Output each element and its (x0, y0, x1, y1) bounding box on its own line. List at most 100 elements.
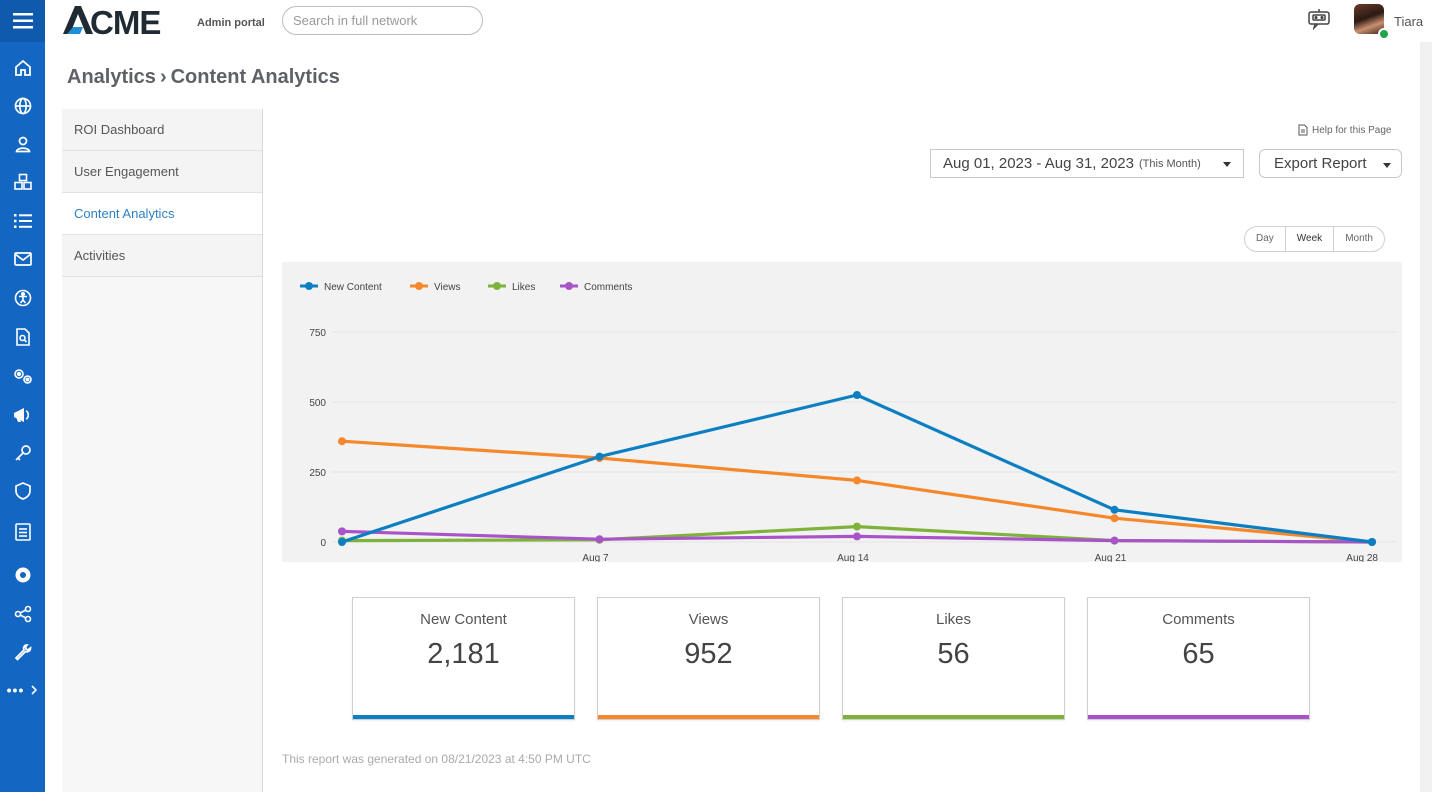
mail-icon[interactable] (0, 241, 45, 277)
wrench-icon[interactable] (0, 634, 45, 670)
y-tick-label: 750 (309, 328, 326, 339)
list-icon[interactable] (0, 203, 45, 239)
gear-badge-icon[interactable] (0, 557, 45, 593)
legend-marker (305, 282, 313, 290)
share-icon[interactable] (0, 596, 45, 632)
summary-label: Comments (1162, 611, 1235, 628)
date-range-value: Aug 01, 2023 - Aug 31, 2023 (943, 155, 1134, 172)
summary-label: Likes (935, 611, 972, 628)
summary-value: 952 (684, 638, 733, 670)
subnav-item-user-engagement[interactable]: User Engagement (62, 151, 262, 193)
granularity-week[interactable]: Week (1286, 227, 1335, 251)
x-tick-label: Aug 28 (1346, 553, 1378, 562)
x-tick-label: Aug 21 (1095, 553, 1127, 562)
summary-value: 2,181 (427, 638, 500, 670)
x-tick-label: Aug 7 (582, 553, 609, 562)
summary-color-bar (1088, 715, 1309, 719)
home-icon[interactable] (0, 50, 45, 86)
data-point (595, 535, 604, 544)
breadcrumb-parent[interactable]: Analytics (67, 66, 156, 88)
key-icon[interactable] (0, 435, 45, 471)
export-report-label: Export Report (1274, 155, 1367, 172)
legend-marker (565, 282, 573, 290)
summary-label: Views (688, 611, 729, 628)
chatbot-icon[interactable] (1306, 8, 1332, 30)
summary-value: 65 (1182, 638, 1215, 670)
globe-icon[interactable] (0, 88, 45, 124)
summary-card-views: Views 952 (597, 597, 820, 720)
spreadsheet-icon[interactable] (0, 514, 45, 550)
page-gutter (1420, 42, 1432, 792)
series-line-new-content (341, 393, 1373, 544)
summary-card-new-content: New Content 2,181 (352, 597, 575, 720)
more-icon[interactable]: ••• (0, 672, 45, 708)
gears-icon[interactable] (0, 358, 45, 394)
date-range-sub: (This Month) (1139, 157, 1201, 170)
search-input[interactable] (282, 6, 483, 35)
cubes-icon[interactable] (0, 164, 45, 200)
summary-label: New Content (420, 611, 507, 628)
summary-color-bar (843, 715, 1064, 719)
breadcrumb: Analytics › Content Analytics (67, 66, 340, 89)
report-generated-note: This report was generated on 08/21/2023 … (282, 752, 591, 766)
summary-card-likes: Likes 56 (842, 597, 1065, 720)
summary-value: 56 (937, 638, 970, 670)
user-name[interactable]: Tiara (1394, 14, 1424, 29)
help-label: Help for this Page (1312, 124, 1392, 136)
megaphone-icon[interactable] (0, 397, 45, 433)
avatar[interactable] (1354, 4, 1390, 40)
user-icon[interactable] (0, 126, 45, 162)
data-point (1368, 538, 1376, 546)
legend-marker (415, 282, 423, 290)
top-header: CME Admin portal Tiara (45, 0, 1432, 42)
x-tick-label: Aug 14 (837, 553, 869, 562)
data-point (1110, 514, 1119, 523)
subnav-item-content-analytics[interactable]: Content Analytics (62, 193, 262, 235)
left-nav-rail: ••• (0, 0, 45, 792)
subnav-item-activities[interactable]: Activities (62, 235, 262, 277)
data-point (338, 527, 346, 536)
document-search-icon[interactable] (0, 319, 45, 355)
main-content: Analytics › Content Analytics ROI Dashboar… (45, 42, 1420, 792)
online-status-dot (1378, 28, 1390, 40)
shield-icon[interactable] (0, 473, 45, 509)
summary-card-comments: Comments 65 (1087, 597, 1310, 720)
acme-logo[interactable]: CME (61, 3, 173, 37)
data-point (338, 437, 346, 446)
data-point (1110, 536, 1119, 545)
data-point (1110, 505, 1119, 514)
document-icon (1298, 124, 1308, 136)
analytics-subnav: ROI Dashboard User Engagement Content An… (62, 109, 263, 792)
granularity-day[interactable]: Day (1245, 227, 1286, 251)
granularity-toggle: Day Week Month (1244, 226, 1385, 252)
menu-icon[interactable] (0, 0, 45, 42)
legend-marker (493, 282, 501, 290)
y-tick-label: 250 (309, 468, 326, 479)
data-point (595, 452, 604, 461)
svg-text:CME: CME (90, 4, 160, 37)
data-point (338, 538, 346, 546)
y-tick-label: 0 (320, 538, 326, 549)
summary-color-bar (598, 715, 819, 719)
legend-label: New Content (324, 282, 382, 293)
summary-color-bar (353, 715, 574, 719)
export-report-button[interactable]: Export Report (1259, 149, 1402, 178)
breadcrumb-separator: › (159, 66, 167, 88)
data-point (853, 532, 861, 541)
legend-label: Views (434, 282, 461, 293)
caret-down-icon (1223, 162, 1231, 167)
data-point (853, 476, 861, 485)
caret-down-icon (1383, 163, 1391, 168)
legend-label: Likes (512, 282, 535, 293)
data-point (853, 391, 861, 399)
accessibility-icon[interactable] (0, 280, 45, 316)
date-range-picker[interactable]: Aug 01, 2023 - Aug 31, 2023 (This Month) (930, 149, 1244, 178)
breadcrumb-current: Content Analytics (170, 66, 340, 88)
help-link[interactable]: Help for this Page (1298, 124, 1392, 136)
y-tick-label: 500 (309, 398, 326, 409)
granularity-month[interactable]: Month (1345, 233, 1373, 244)
subnav-item-roi-dashboard[interactable]: ROI Dashboard (62, 109, 262, 151)
legend-label: Comments (584, 282, 632, 293)
